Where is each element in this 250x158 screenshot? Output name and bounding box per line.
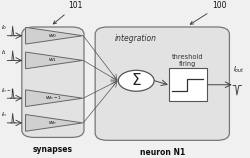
FancyBboxPatch shape [168, 68, 207, 101]
Polygon shape [26, 27, 83, 44]
Text: integration: integration [115, 34, 157, 43]
Text: $w_{n-1}$: $w_{n-1}$ [44, 94, 61, 102]
Polygon shape [26, 90, 83, 106]
Text: $\Sigma$: $\Sigma$ [131, 72, 141, 88]
Text: 101: 101 [53, 1, 82, 24]
Text: neuron N1: neuron N1 [140, 148, 185, 157]
Text: $w_n$: $w_n$ [48, 119, 58, 127]
Text: threshold
firing: threshold firing [172, 54, 204, 67]
FancyBboxPatch shape [22, 27, 84, 137]
Polygon shape [26, 52, 83, 69]
Text: $w_1$: $w_1$ [48, 56, 58, 64]
Text: $I_{n-1}$: $I_{n-1}$ [1, 86, 16, 94]
Text: $I_1$: $I_1$ [1, 48, 7, 57]
Text: synapses: synapses [33, 145, 73, 154]
Text: $w_0$: $w_0$ [48, 32, 58, 40]
Text: $I_n$: $I_n$ [1, 110, 7, 119]
Text: 100: 100 [190, 1, 227, 24]
Text: $I_0$: $I_0$ [1, 23, 7, 32]
Polygon shape [26, 115, 83, 131]
FancyBboxPatch shape [95, 27, 230, 140]
Circle shape [118, 70, 154, 91]
Text: $I_{out}$: $I_{out}$ [233, 65, 245, 75]
